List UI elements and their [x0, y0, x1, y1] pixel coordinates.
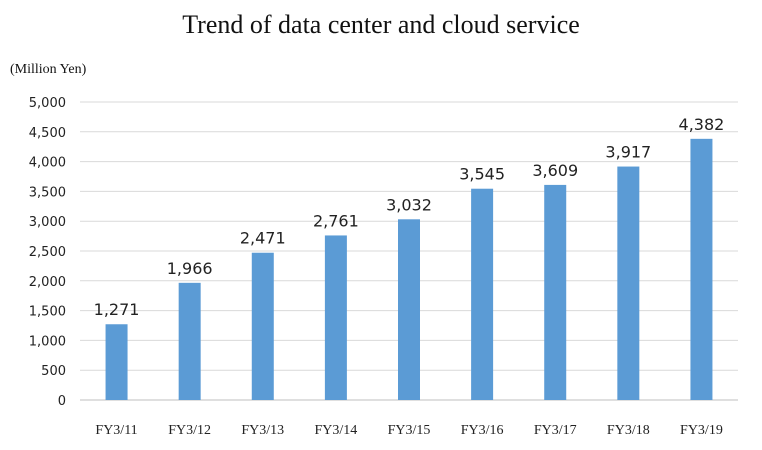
bar [544, 184, 567, 400]
data-label: 3,545 [459, 165, 505, 184]
x-tick-label: FY3/11 [95, 423, 137, 438]
bar [324, 235, 347, 400]
y-tick-label: 4,000 [29, 156, 66, 171]
y-tick-label: 0 [58, 394, 66, 409]
bar [105, 324, 128, 400]
x-tick-label: FY3/19 [680, 423, 723, 438]
x-tick-label: FY3/17 [534, 423, 577, 438]
y-tick-label: 5,000 [29, 96, 66, 111]
y-tick-label: 500 [41, 364, 66, 379]
bar [178, 282, 201, 400]
x-tick-label: FY3/12 [168, 423, 211, 438]
data-label: 3,917 [605, 143, 651, 162]
data-label: 1,966 [167, 259, 213, 278]
y-axis-unit-label: (Million Yen) [10, 62, 87, 77]
data-label: 4,382 [679, 115, 725, 134]
bar [251, 252, 274, 400]
chart-title: Trend of data center and cloud service [182, 10, 580, 39]
data-label: 3,609 [532, 161, 578, 180]
bar [690, 138, 713, 400]
data-label: 3,032 [386, 195, 432, 214]
y-tick-label: 3,000 [29, 215, 66, 230]
data-label: 2,761 [313, 211, 359, 230]
y-tick-label: 1,000 [29, 334, 66, 349]
bar [471, 188, 494, 400]
x-tick-label: FY3/15 [388, 423, 431, 438]
x-tick-label: FY3/18 [607, 423, 650, 438]
bar [398, 219, 420, 400]
y-tick-label: 1,500 [29, 305, 66, 320]
data-label: 2,471 [240, 229, 286, 248]
y-tick-label: 2,500 [29, 245, 66, 260]
x-tick-label: FY3/14 [314, 423, 357, 438]
y-tick-label: 2,000 [29, 275, 66, 290]
x-tick-label: FY3/16 [461, 423, 504, 438]
x-tick-label: FY3/13 [241, 423, 284, 438]
data-label: 1,271 [94, 300, 140, 319]
bar [617, 166, 640, 400]
y-tick-label: 4,500 [29, 126, 66, 141]
y-tick-label: 3,500 [29, 185, 66, 200]
